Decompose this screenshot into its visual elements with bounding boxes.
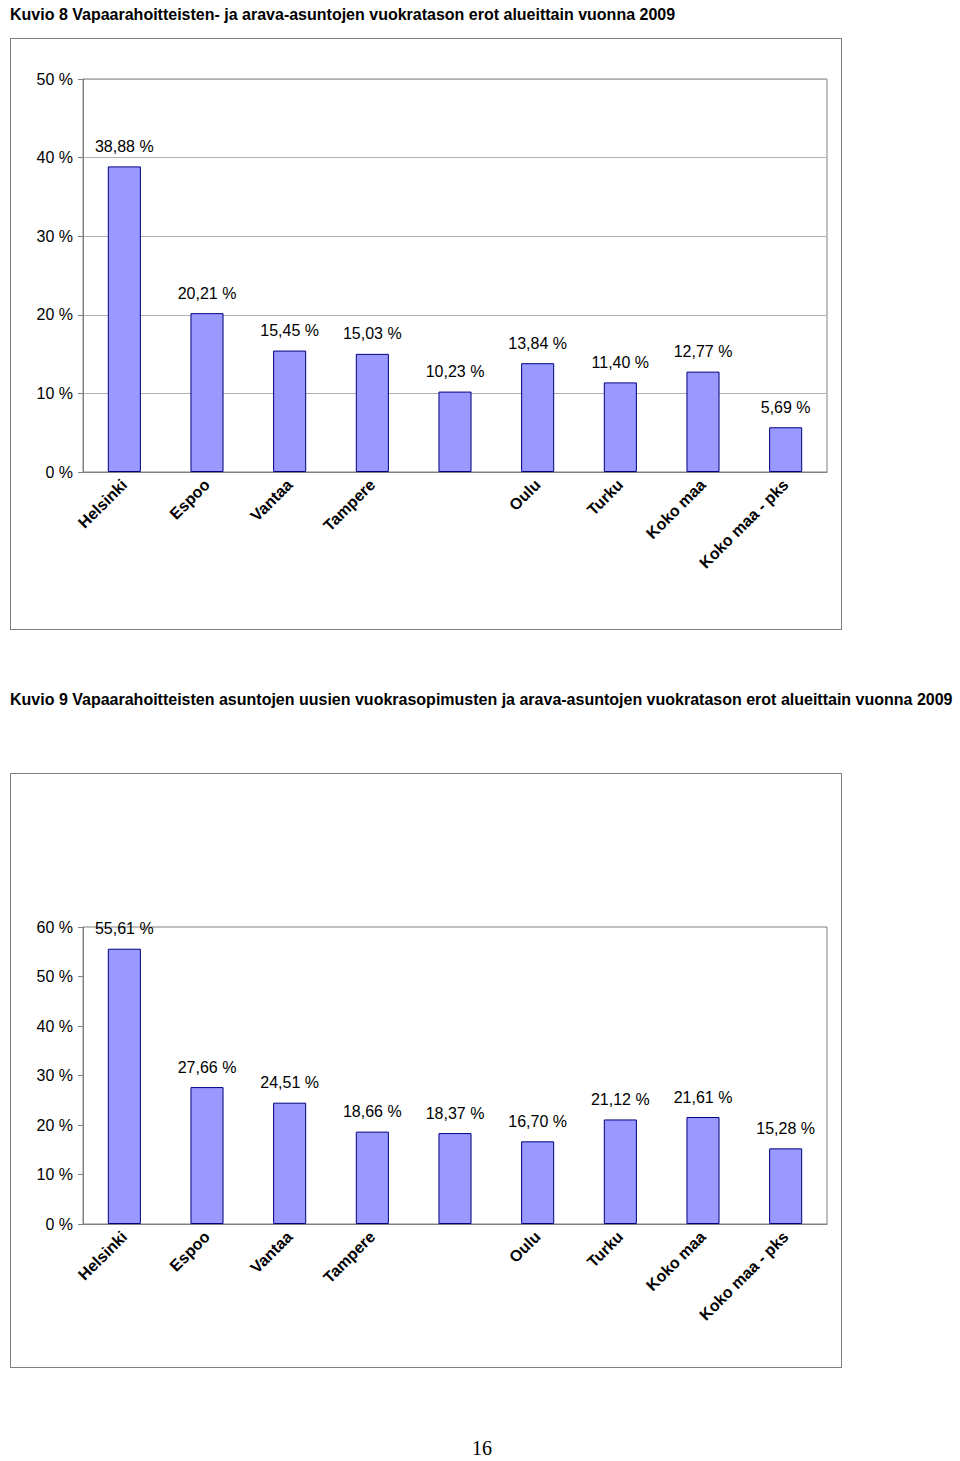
svg-text:38,88 %: 38,88 % <box>95 138 154 155</box>
svg-text:12,77 %: 12,77 % <box>674 343 733 360</box>
svg-text:30 %: 30 % <box>37 1067 73 1084</box>
svg-text:Vantaa: Vantaa <box>247 1228 296 1277</box>
svg-text:20,21 %: 20,21 % <box>178 285 237 302</box>
svg-text:Tampere: Tampere <box>320 476 378 534</box>
svg-text:10 %: 10 % <box>37 1166 73 1183</box>
svg-text:20 %: 20 % <box>37 1117 73 1134</box>
svg-text:0 %: 0 % <box>45 1216 73 1233</box>
html-text:Kuvio 8 Vapaarahoitteisten- ja: Kuvio 8 Vapaarahoitteisten- ja arava-asu… <box>10 6 676 23</box>
svg-text:Helsinki: Helsinki <box>75 476 130 531</box>
svg-text:15,03 %: 15,03 % <box>343 325 402 342</box>
svg-text:60 %: 60 % <box>37 919 73 936</box>
svg-text:15,28 %: 15,28 % <box>756 1120 815 1137</box>
svg-text:Helsinki: Helsinki <box>75 1228 130 1283</box>
svg-text:Vantaa: Vantaa <box>247 476 296 525</box>
svg-text:21,61 %: 21,61 % <box>674 1089 733 1106</box>
svg-text:40 %: 40 % <box>37 1018 73 1035</box>
svg-text:16,70 %: 16,70 % <box>508 1113 567 1130</box>
html-text:16: 16 <box>472 1437 492 1459</box>
svg-text:18,37 %: 18,37 % <box>426 1105 485 1122</box>
svg-text:0 %: 0 % <box>45 464 73 481</box>
svg-text:11,40 %: 11,40 % <box>592 354 650 371</box>
svg-text:Koko maa: Koko maa <box>643 476 709 542</box>
svg-text:10 %: 10 % <box>37 385 73 402</box>
svg-text:55,61 %: 55,61 % <box>95 920 154 937</box>
svg-text:Koko maa - pks: Koko maa - pks <box>696 476 792 572</box>
html-text:Kuvio 9 Vapaarahoitteisten asu: Kuvio 9 Vapaarahoitteisten asuntojen uus… <box>10 691 953 708</box>
svg-text:5,69 %: 5,69 % <box>761 399 811 416</box>
svg-text:Espoo: Espoo <box>166 1228 213 1275</box>
svg-text:20 %: 20 % <box>37 306 73 323</box>
svg-text:24,51 %: 24,51 % <box>260 1074 319 1091</box>
svg-text:Tampere: Tampere <box>320 1228 378 1286</box>
svg-text:27,66 %: 27,66 % <box>178 1059 237 1076</box>
svg-text:15,45 %: 15,45 % <box>260 322 319 339</box>
svg-text:Turku: Turku <box>584 476 627 519</box>
svg-text:21,12 %: 21,12 % <box>591 1091 650 1108</box>
svg-text:13,84 %: 13,84 % <box>508 335 567 352</box>
svg-text:Koko maa: Koko maa <box>643 1228 709 1294</box>
svg-text:18,66 %: 18,66 % <box>343 1103 402 1120</box>
svg-text:30 %: 30 % <box>37 228 73 245</box>
svg-text:50 %: 50 % <box>37 71 73 88</box>
svg-text:Turku: Turku <box>584 1228 627 1271</box>
svg-text:Oulu: Oulu <box>506 476 544 514</box>
svg-text:Oulu: Oulu <box>506 1228 544 1266</box>
svg-text:Koko maa - pks: Koko maa - pks <box>696 1228 792 1324</box>
svg-text:10,23 %: 10,23 % <box>426 363 485 380</box>
svg-text:Espoo: Espoo <box>166 476 213 523</box>
svg-text:50 %: 50 % <box>37 968 73 985</box>
svg-text:40 %: 40 % <box>37 149 73 166</box>
